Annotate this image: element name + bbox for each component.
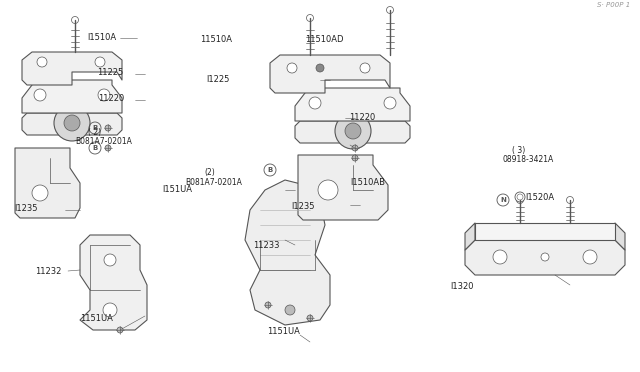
Text: l1235: l1235 [14, 204, 38, 213]
Text: l1235: l1235 [291, 202, 315, 211]
Circle shape [541, 253, 549, 261]
Circle shape [307, 15, 314, 22]
Text: ( 2): ( 2) [88, 128, 102, 137]
Text: l151UA: l151UA [162, 185, 192, 194]
Circle shape [117, 327, 123, 333]
Text: 11510A: 11510A [200, 35, 232, 44]
Text: l1510A: l1510A [88, 33, 117, 42]
Text: 11232: 11232 [35, 267, 61, 276]
Text: ( 3): ( 3) [512, 146, 525, 155]
Text: B: B [92, 125, 98, 131]
Text: 11510AD: 11510AD [305, 35, 344, 44]
Circle shape [104, 254, 116, 266]
Polygon shape [615, 223, 625, 250]
Text: 11220: 11220 [349, 113, 375, 122]
Text: l1520A: l1520A [525, 193, 554, 202]
Text: l1225: l1225 [206, 76, 230, 84]
Circle shape [316, 64, 324, 72]
Circle shape [105, 125, 111, 131]
Circle shape [285, 305, 295, 315]
Circle shape [307, 315, 313, 321]
Circle shape [360, 63, 370, 73]
Circle shape [345, 123, 361, 139]
Polygon shape [245, 180, 330, 325]
Text: B: B [92, 145, 98, 151]
Circle shape [103, 303, 117, 317]
Polygon shape [295, 88, 410, 121]
Circle shape [309, 97, 321, 109]
Circle shape [287, 63, 297, 73]
Circle shape [72, 16, 79, 23]
Circle shape [583, 250, 597, 264]
Circle shape [493, 250, 507, 264]
Polygon shape [270, 55, 390, 93]
Circle shape [95, 57, 105, 67]
Polygon shape [22, 113, 122, 135]
Circle shape [318, 180, 338, 200]
Text: 1151UA: 1151UA [80, 314, 113, 323]
Circle shape [105, 145, 111, 151]
Text: (2): (2) [205, 169, 216, 177]
Text: B081A7-0201A: B081A7-0201A [186, 178, 243, 187]
Circle shape [37, 57, 47, 67]
Polygon shape [475, 223, 615, 240]
Text: S· P00P 1: S· P00P 1 [596, 2, 630, 8]
Text: 08918-3421A: 08918-3421A [502, 155, 554, 164]
Polygon shape [80, 235, 147, 330]
Polygon shape [298, 155, 388, 220]
Text: B081A7-0201A: B081A7-0201A [76, 137, 132, 146]
Polygon shape [465, 240, 625, 275]
Circle shape [352, 155, 358, 161]
Text: l1320: l1320 [450, 282, 474, 291]
Text: B: B [268, 167, 273, 173]
Text: l1510AB: l1510AB [350, 178, 385, 187]
Polygon shape [15, 148, 80, 218]
Circle shape [64, 115, 80, 131]
Text: N: N [500, 197, 506, 203]
Circle shape [352, 145, 358, 151]
Polygon shape [465, 223, 475, 250]
Circle shape [515, 192, 525, 202]
Polygon shape [22, 52, 122, 85]
Circle shape [265, 302, 271, 308]
Circle shape [98, 89, 110, 101]
Circle shape [566, 196, 573, 203]
Text: 11220: 11220 [98, 94, 124, 103]
Text: 1151UA: 1151UA [268, 327, 300, 336]
Circle shape [54, 105, 90, 141]
Circle shape [384, 97, 396, 109]
Polygon shape [22, 80, 122, 113]
Circle shape [516, 196, 524, 203]
Text: 11233: 11233 [253, 241, 279, 250]
Circle shape [34, 89, 46, 101]
Text: 11225: 11225 [97, 68, 124, 77]
Polygon shape [295, 121, 410, 143]
Circle shape [32, 185, 48, 201]
Circle shape [387, 6, 394, 13]
Circle shape [335, 113, 371, 149]
